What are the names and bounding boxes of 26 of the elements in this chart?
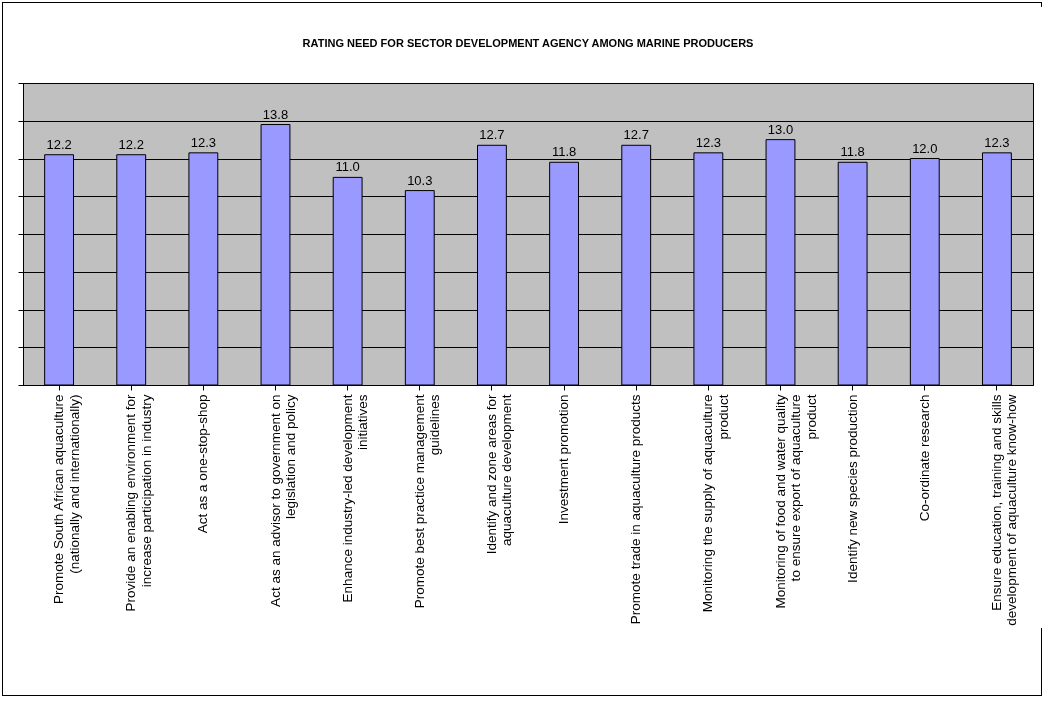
data-label: 12.7 [623, 127, 649, 143]
data-label: 11.0 [335, 159, 360, 175]
x-tick-label: Promote South African aquaculture (nationally and internationally) [51, 394, 82, 604]
data-label: 13.0 [767, 121, 794, 137]
x-tick-label: Act as an advisor to government on legislation and policy [267, 394, 298, 607]
x-tick-label: Investment promotion [556, 394, 572, 525]
data-label: 12.3 [984, 134, 1010, 150]
x-tick-label: Act as a one-stop-shop [195, 394, 211, 534]
data-label: 12.3 [695, 134, 722, 150]
chart-title: RATING NEED FOR SECTOR DEVELOPMENT AGENCY AMONG MARINE PRODUCERS [302, 36, 754, 49]
data-label: 12.2 [118, 136, 144, 152]
data-label: 11.8 [840, 144, 865, 160]
data-label: 13.8 [262, 106, 289, 122]
x-tick-label: Identify new species production [844, 394, 860, 583]
x-tick-label: Provide an enabling environment for increase participation in industry [123, 394, 154, 612]
x-tick-label: Enhance industry-led development initiatives [339, 394, 371, 603]
data-label: 12.3 [190, 134, 217, 150]
x-tick-label: Monitoring of food and water quality to ensure export of aquaculture product [772, 394, 819, 609]
x-tick-label: Monitoring the supply of aquaculture product [700, 394, 731, 613]
x-tick-label: Promote trade in aquaculture products [628, 394, 644, 625]
data-label: 10.3 [407, 172, 433, 188]
data-label: 11.8 [551, 144, 577, 160]
data-label: 12.0 [912, 140, 938, 156]
data-label: 12.2 [46, 136, 72, 152]
data-label: 12.7 [479, 127, 505, 143]
x-tick-label: Co-ordinate research [916, 394, 932, 522]
